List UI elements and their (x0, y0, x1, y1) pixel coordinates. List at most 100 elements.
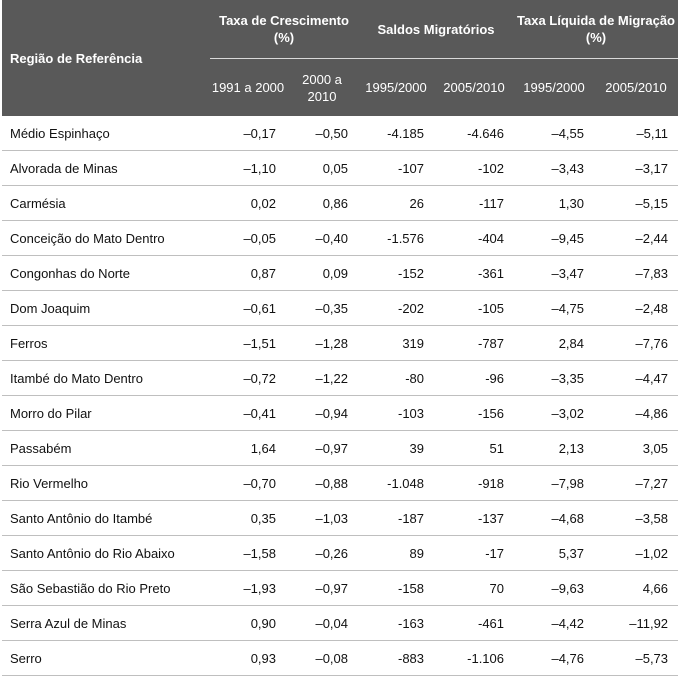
table-row: Santo Antônio do Rio Abaixo –1,58 –0,26 89-… (2, 535, 679, 571)
cell-value: –9,45 (514, 220, 595, 256)
table-row: São Sebastião do Rio Preto –1,93 –0,97 -158… (2, 570, 679, 606)
cell-value: 0,93 (210, 640, 286, 676)
cell-value: –0,61 (210, 290, 286, 326)
sub-header: 1995/2000 (514, 58, 595, 116)
region-name: Dom Joaquim (2, 290, 210, 326)
cell-value: –3,35 (514, 360, 595, 396)
table-row: Carmésia 0,02 0,86 26 -117 1,30 –5,15 (2, 185, 679, 221)
cell-value: -1.576 (358, 220, 435, 256)
cell-value: –1,58 (210, 535, 286, 571)
cell-value: -1.048 (358, 465, 435, 501)
cell-value: –0,08 (286, 640, 359, 676)
region-name: Serro (2, 640, 210, 676)
cell-value: -103 (358, 395, 435, 431)
cell-value: -187 (358, 500, 435, 536)
cell-value: –0,97 (286, 570, 359, 606)
cell-value: -202 (358, 290, 435, 326)
cell-value: –7,98 (514, 465, 595, 501)
cell-value: 0,86 (286, 185, 359, 221)
cell-value: –1,28 (286, 325, 359, 361)
cell-value: -361 (434, 255, 515, 291)
cell-value: –7,76 (594, 325, 679, 361)
cell-value: –11,92 (594, 605, 679, 641)
region-name: Passabém (2, 430, 210, 466)
cell-value: -163 (358, 605, 435, 641)
cell-value: –1,03 (286, 500, 359, 536)
cell-value: –2,48 (594, 290, 679, 326)
cell-value: -117 (434, 185, 515, 221)
cell-value: –0,35 (286, 290, 359, 326)
sub-header: 2005/2010 (434, 58, 515, 116)
cell-value: –5,73 (594, 640, 679, 676)
region-name: Ferros (2, 325, 210, 361)
table-row: Congonhas do Norte 0,87 0,09 -152 -361 –3,47–… (2, 255, 679, 291)
cell-value: -883 (358, 640, 435, 676)
cell-value: -107 (358, 150, 435, 186)
cell-value: –4,76 (514, 640, 595, 676)
cell-value: –3,43 (514, 150, 595, 186)
cell-value: –4,86 (594, 395, 679, 431)
sub-header: 1991 a 2000 (210, 58, 286, 116)
cell-value: –0,04 (286, 605, 359, 641)
region-name: Serra Azul de Minas (2, 605, 210, 641)
cell-value: –1,93 (210, 570, 286, 606)
cell-value: 0,09 (286, 255, 359, 291)
group-header: Taxa de Crescimento (%) (210, 0, 359, 59)
table-row: Santo Antônio do Itambé 0,35 –1,03 -187 -137… (2, 500, 679, 536)
table-row: Alvorada de Minas –1,10 0,05 -107 -102 –3,43–… (2, 150, 679, 186)
cell-value: 2,84 (514, 325, 595, 361)
table-body: Médio Espinhaço –0,17 –0,50 -4.185 -4.646 –4,… (2, 116, 679, 676)
cell-value: –2,44 (594, 220, 679, 256)
region-name: Santo Antônio do Rio Abaixo (2, 535, 210, 571)
cell-value: -105 (434, 290, 515, 326)
sub-header: 2000 a 2010 (286, 58, 359, 116)
cell-value: -404 (434, 220, 515, 256)
cell-value: –4,42 (514, 605, 595, 641)
table-row: Rio Vermelho –0,70 –0,88 -1.048 -918 –7,98 –7,… (2, 465, 679, 501)
cell-value: –0,94 (286, 395, 359, 431)
cell-value: –3,02 (514, 395, 595, 431)
cell-value: 0,05 (286, 150, 359, 186)
cell-value: –0,40 (286, 220, 359, 256)
cell-value: –9,63 (514, 570, 595, 606)
region-name: Congonhas do Norte (2, 255, 210, 291)
cell-value: 2,13 (514, 430, 595, 466)
cell-value: 5,37 (514, 535, 595, 571)
cell-value: 26 (358, 185, 435, 221)
cell-value: 1,30 (514, 185, 595, 221)
cell-value: 0,35 (210, 500, 286, 536)
table-row: Itambé do Mato Dentro –0,72 –1,22 -80 -96 –3,… (2, 360, 679, 396)
region-name: Morro do Pilar (2, 395, 210, 431)
table-row: Passabém 1,64 –0,97 39 51 2,13 3,05 (2, 430, 679, 466)
table-row: Serra Azul de Minas 0,90 –0,04 -163 -461 –4,4… (2, 605, 679, 641)
cell-value: -4.646 (434, 116, 515, 151)
region-name: Carmésia (2, 185, 210, 221)
cell-value: -158 (358, 570, 435, 606)
cell-value: -152 (358, 255, 435, 291)
cell-value: –0,70 (210, 465, 286, 501)
region-name: Conceição do Mato Dentro (2, 220, 210, 256)
cell-value: –0,97 (286, 430, 359, 466)
cell-value: -461 (434, 605, 515, 641)
cell-value: –1,10 (210, 150, 286, 186)
cell-value: –5,15 (594, 185, 679, 221)
cell-value: 0,02 (210, 185, 286, 221)
table-row: Ferros –1,51 –1,28 319 -787 2,84 –7,76 (2, 325, 679, 361)
cell-value: 3,05 (594, 430, 679, 466)
region-name: Rio Vermelho (2, 465, 210, 501)
region-name: Santo Antônio do Itambé (2, 500, 210, 536)
table-row: Serro 0,93 –0,08 -883 -1.106 –4,76 –5,73 (2, 640, 679, 676)
table-row: Dom Joaquim –0,61 –0,35 -202 -105 –4,75 –2,48 (2, 290, 679, 326)
cell-value: –1,22 (286, 360, 359, 396)
region-name: Médio Espinhaço (2, 116, 210, 151)
cell-value: –3,47 (514, 255, 595, 291)
group-header: Saldos Migratórios (358, 0, 515, 59)
cell-value: –0,72 (210, 360, 286, 396)
cell-value: –5,11 (594, 116, 679, 151)
cell-value: 0,90 (210, 605, 286, 641)
cell-value: –0,05 (210, 220, 286, 256)
sub-header: 1995/2000 (358, 58, 435, 116)
cell-value: –4,55 (514, 116, 595, 151)
